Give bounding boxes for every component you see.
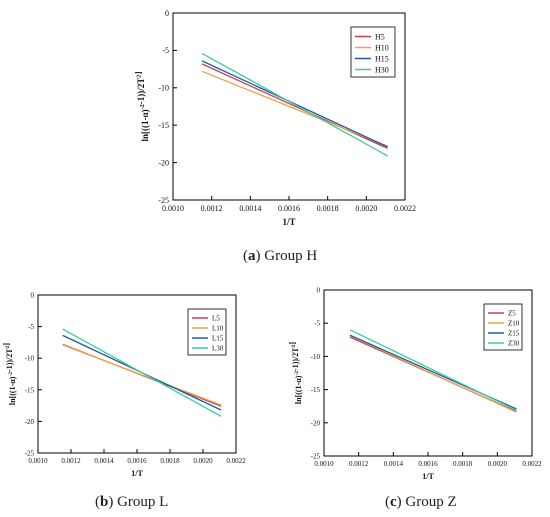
x-tick-label: 0.0022: [394, 204, 416, 213]
legend-label-l10: L10: [212, 324, 224, 332]
y-axis-label: ln[((1-α)-2-1))/2T2]: [135, 72, 150, 142]
x-tick-label: 0.0018: [160, 457, 180, 465]
x-tick-label: 0.0010: [28, 457, 48, 465]
legend-label-z30: Z30: [508, 339, 520, 347]
legend-label-z15: Z15: [508, 329, 520, 337]
x-tick-label: 0.0010: [314, 460, 334, 468]
y-tick-label: -20: [311, 419, 321, 427]
x-tick-label: 0.0018: [317, 204, 339, 213]
x-tick-label: 0.0022: [522, 460, 542, 468]
series-line-l30: [62, 328, 222, 417]
y-tick-label: -10: [158, 84, 169, 93]
y-tick-label: 0: [31, 291, 35, 299]
legend-label-l15: L15: [212, 334, 224, 342]
caption-group-h: (a) Group H: [243, 248, 318, 264]
y-axis-label: ln[((1-α)-2-1))/2T2]: [2, 343, 17, 406]
y-tick-label: -5: [314, 320, 320, 328]
x-tick-label: 0.0018: [453, 460, 473, 468]
y-tick-label: -25: [25, 449, 35, 457]
legend-label-h10: H10: [375, 43, 389, 52]
y-tick-label: -25: [311, 452, 321, 460]
y-tick-label: -20: [158, 158, 169, 167]
chart-group-h: 0.0010 0.0012 0.0014 0.0016 0.0018 0.0020 0.00…: [135, 9, 416, 227]
y-tick-label: -25: [158, 196, 169, 205]
x-tick-label: 0.0020: [488, 460, 508, 468]
chart-group-z: 0.0010 0.0012 0.0014 0.0016 0.0018 0.0020 0.00…: [288, 286, 542, 480]
y-tick-label: -5: [28, 323, 34, 331]
y-tick-label: -10: [25, 355, 35, 363]
series-line-z10: [349, 335, 517, 413]
y-tick-label: 0: [317, 286, 321, 294]
x-tick-label: 0.0014: [239, 204, 261, 213]
x-tick-label: 0.0016: [278, 204, 300, 213]
series-line-h15: [201, 60, 388, 148]
x-tick-label: 0.0020: [355, 204, 377, 213]
series-line-z30: [349, 329, 517, 411]
series-line-h10: [201, 70, 388, 147]
y-tick-label: -15: [311, 386, 321, 394]
series-line-h30: [201, 52, 388, 157]
y-axis-label: ln[((1-α)-2-1))/2T2]: [288, 342, 303, 405]
caption-group-z: (c) Group Z: [385, 494, 457, 510]
legend-box: [350, 26, 396, 78]
x-tick-label: 0.0014: [94, 457, 114, 465]
x-tick-label: 0.0012: [61, 457, 81, 465]
x-tick-label: 0.0022: [226, 457, 246, 465]
legend-label-h5: H5: [375, 32, 385, 41]
legend-label-z10: Z10: [508, 319, 520, 327]
x-axis-label: 1/T: [422, 472, 434, 480]
y-tick-label: -15: [25, 386, 35, 394]
legend-label-l30: L30: [212, 344, 224, 352]
x-tick-label: 0.0016: [127, 457, 147, 465]
x-tick-label: 0.0010: [162, 204, 184, 213]
x-tick-label: 0.0020: [193, 457, 213, 465]
x-tick-label: 0.0014: [384, 460, 404, 468]
x-tick-label: 0.0016: [418, 460, 438, 468]
y-tick-label: -5: [162, 46, 169, 55]
y-tick-label: -20: [25, 418, 35, 426]
y-tick-label: -10: [311, 353, 321, 361]
y-tick-label: -15: [158, 121, 169, 130]
caption-group-l: (b) Group L: [95, 494, 169, 510]
y-tick-label: 0: [165, 9, 169, 18]
x-axis-label: 1/T: [131, 469, 143, 478]
legend-label-h30: H30: [375, 65, 389, 74]
legend-label-l5: L5: [212, 314, 220, 322]
x-tick-label: 0.0012: [349, 460, 369, 468]
legend-label-z5: Z5: [508, 309, 516, 317]
x-tick-label: 0.0012: [201, 204, 223, 213]
legend-label-h15: H15: [375, 54, 389, 63]
chart-group-l: 0.0010 0.0012 0.0014 0.0016 0.0018 0.0020 0.00…: [2, 291, 246, 478]
x-axis-label: 1/T: [282, 217, 295, 227]
series-line-l10: [62, 344, 222, 406]
